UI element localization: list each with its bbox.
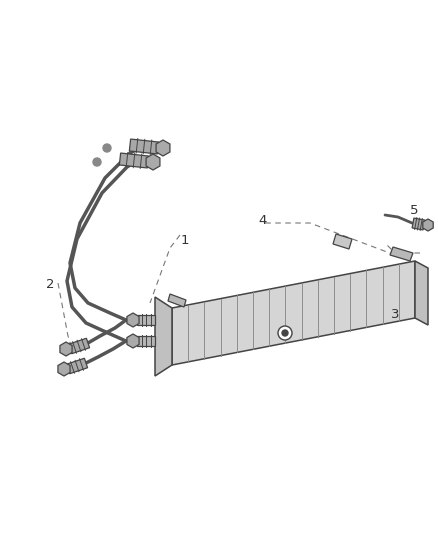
Polygon shape [68, 338, 90, 354]
Polygon shape [156, 140, 170, 156]
Polygon shape [127, 313, 139, 327]
Circle shape [103, 144, 111, 152]
Circle shape [278, 326, 292, 340]
Circle shape [282, 330, 288, 336]
Polygon shape [127, 334, 139, 348]
Text: 1: 1 [181, 233, 189, 246]
Polygon shape [146, 154, 160, 170]
Polygon shape [168, 294, 186, 307]
Polygon shape [120, 153, 148, 168]
Polygon shape [390, 247, 413, 261]
Polygon shape [423, 219, 433, 231]
Text: 2: 2 [46, 279, 54, 292]
Text: 3: 3 [391, 309, 399, 321]
Polygon shape [67, 358, 88, 374]
Text: 4: 4 [259, 214, 267, 228]
Polygon shape [412, 218, 425, 230]
Polygon shape [333, 234, 352, 249]
Polygon shape [137, 315, 155, 325]
Polygon shape [60, 342, 72, 356]
Circle shape [93, 158, 101, 166]
Polygon shape [415, 261, 428, 325]
Polygon shape [129, 139, 159, 154]
Polygon shape [155, 297, 172, 376]
Text: 5: 5 [410, 204, 418, 216]
Polygon shape [172, 261, 415, 365]
Polygon shape [137, 336, 155, 346]
Polygon shape [58, 362, 70, 376]
